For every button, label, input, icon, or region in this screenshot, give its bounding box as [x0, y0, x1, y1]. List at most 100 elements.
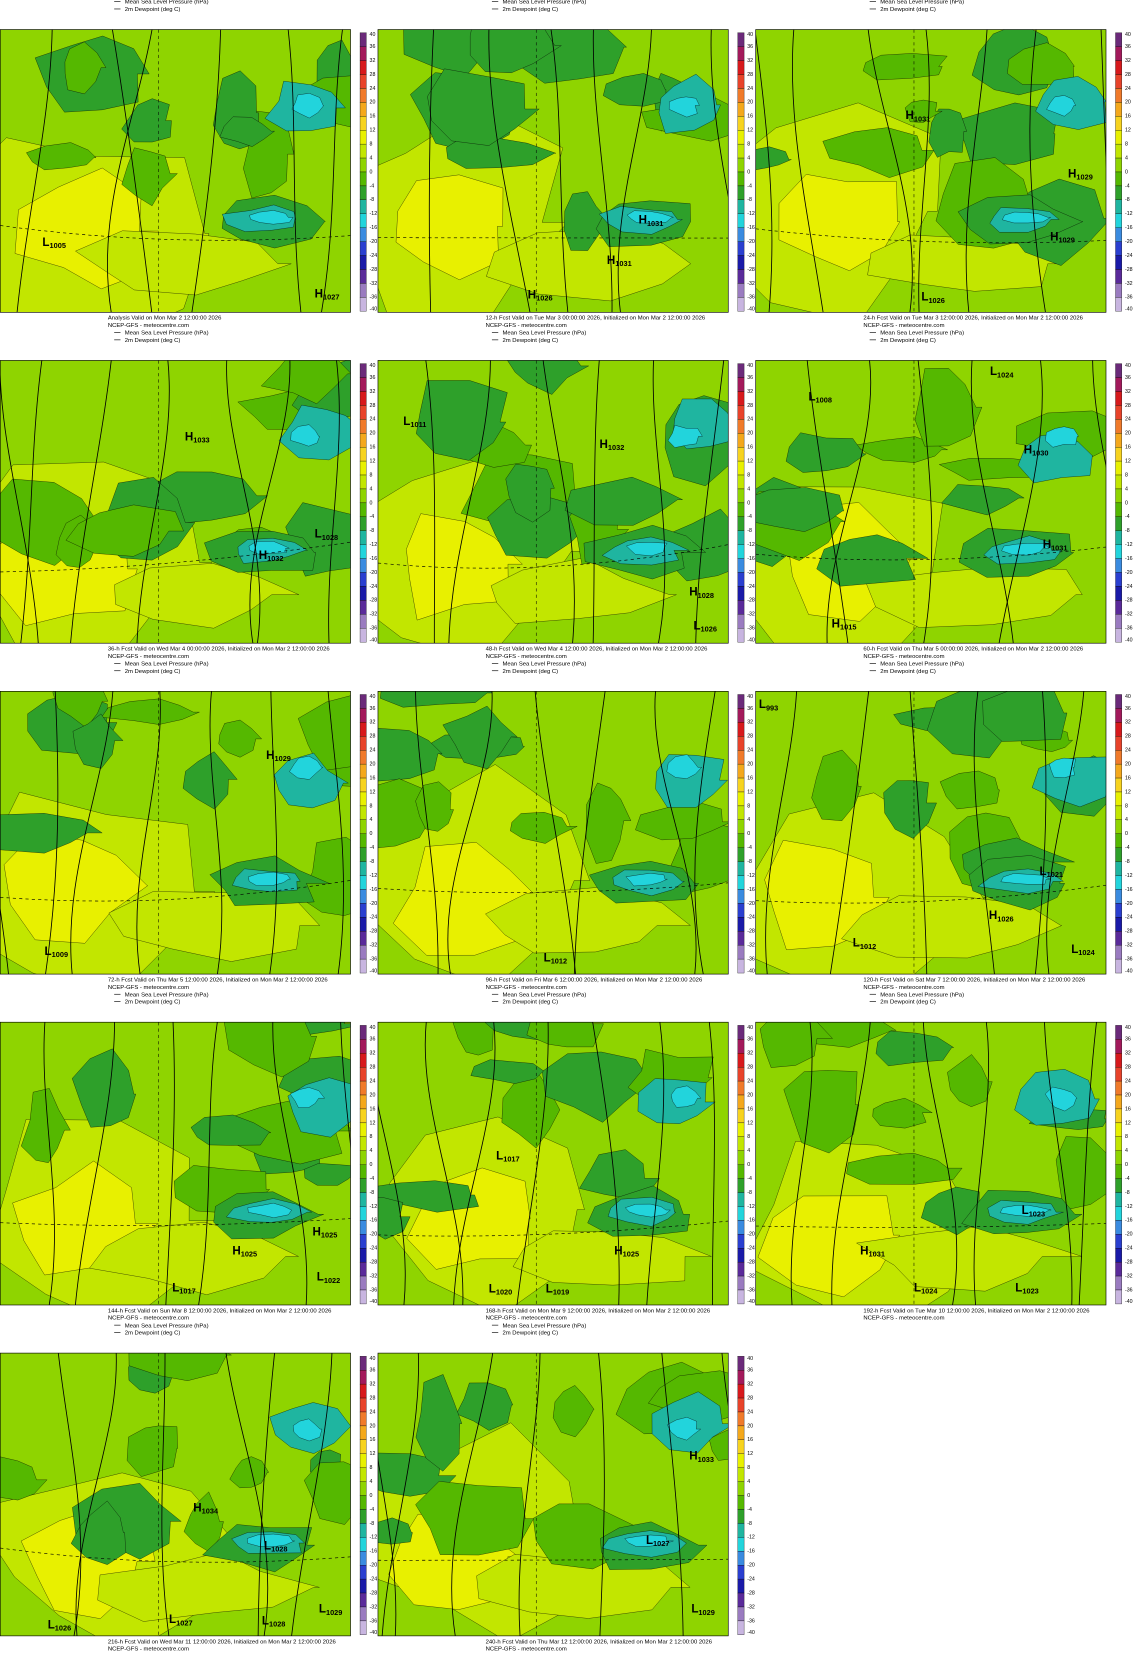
colorbar-tick-label: 36: [370, 1368, 376, 1374]
isobar: [377, 1103, 406, 1305]
colorbar-tick-label: 16: [370, 445, 376, 451]
dewpoint-area: [64, 41, 107, 95]
colorbar-tick-label: -4: [747, 183, 752, 189]
forecast-panel: Mean Sea Level Pressure (hPa) 2m Dewpoint…: [377, 992, 755, 1322]
trough-line: [755, 1223, 1107, 1228]
colorbar-segment: [737, 213, 745, 228]
colorbar-segment: [1115, 833, 1122, 848]
trough-line: [377, 1220, 729, 1237]
isobar: [424, 1022, 464, 1305]
dewpoint-area: [941, 484, 1025, 516]
isobar: [534, 691, 576, 975]
isobar: [70, 691, 114, 975]
center-type: H: [185, 431, 193, 444]
colorbar-tick-label: 8: [747, 142, 750, 148]
colorbar-tick-label: -12: [370, 211, 378, 217]
source: NCEP-GFS - meteocentre.com: [863, 323, 944, 329]
colorbar-segment: [359, 694, 367, 709]
legend-label: 2m Dewpoint (deg C): [502, 7, 558, 13]
isobar: [45, 691, 59, 975]
colorbar-segment: [359, 586, 367, 601]
colorbar-tick-label: 16: [1125, 775, 1131, 781]
colorbar-segment: [359, 791, 367, 807]
dewpoint-area: [126, 1425, 178, 1477]
isobar: [191, 29, 222, 313]
colorbar-segment: [359, 1178, 367, 1193]
pressure-center: L1019: [546, 1282, 570, 1296]
colorbar-segment: [359, 1261, 367, 1277]
colorbar-tick-label: -32: [747, 1604, 755, 1610]
dewpoint-area: [778, 174, 900, 271]
colorbar-tick-label: 16: [747, 775, 753, 781]
pressure-center: L1011: [403, 415, 426, 429]
dewpoint-area: [667, 1417, 701, 1441]
colorbar-tick-label: -32: [1125, 281, 1133, 287]
map: [377, 691, 729, 975]
colorbar-tick-label: 12: [370, 1451, 376, 1457]
colorbar-segment: [737, 102, 745, 117]
colorbar-tick-label: 4: [370, 1479, 373, 1485]
dewpoint-area: [914, 368, 983, 447]
colorbar-tick-label: -4: [747, 514, 752, 520]
colorbar-tick-label: -16: [370, 887, 378, 893]
colorbar-tick-label: 0: [370, 831, 373, 837]
colorbar-segment: [359, 1275, 367, 1291]
dewpoint-area: [292, 1418, 323, 1442]
legend-label: Mean Sea Level Pressure (hPa): [502, 992, 586, 998]
center-value: 1034: [202, 1506, 219, 1515]
colorbar-tick-label: -36: [1125, 295, 1133, 301]
center-type: H: [313, 1225, 321, 1238]
colorbar-segment: [1115, 586, 1122, 601]
colorbar-segment: [737, 1275, 745, 1291]
colorbar-segment: [737, 889, 745, 904]
isobar: [165, 1022, 175, 1305]
isobar: [909, 691, 928, 975]
pressure-center: L1012: [544, 951, 568, 965]
forecast-panel: Mean Sea Level Pressure (hPa) 2m Dewpoint…: [0, 992, 377, 1322]
colorbar-segment: [1115, 213, 1122, 228]
isobar: [209, 691, 223, 975]
dewpoint-area: [415, 1374, 463, 1472]
legend-label: 2m Dewpoint (deg C): [502, 1331, 558, 1337]
center-type: L: [1015, 1281, 1022, 1294]
isobar: [516, 1022, 549, 1305]
legend-label: 2m Dewpoint (deg C): [125, 338, 181, 344]
colorbar-segment: [359, 544, 367, 559]
map-frame: [0, 691, 351, 975]
colorbar-segment: [1115, 628, 1122, 643]
colorbar-tick-label: 16: [1125, 1106, 1131, 1112]
colorbar-tick-label: 32: [370, 58, 376, 64]
isobar: [70, 360, 112, 644]
colorbar-tick-label: -8: [747, 528, 752, 534]
colorbar-tick-label: -8: [1125, 1190, 1130, 1196]
map: [377, 1353, 729, 1636]
colorbar-tick-label: -4: [747, 1507, 752, 1513]
colorbar-segment: [359, 1094, 367, 1110]
dewpoint-area: [446, 136, 557, 169]
colorbar-tick-label: -32: [370, 281, 378, 287]
colorbar-segment: [1115, 1178, 1122, 1193]
center-value: 1031: [1051, 543, 1067, 552]
pressure-center: L1026: [693, 619, 717, 633]
dewpoint-area: [380, 691, 493, 708]
legend-label: Mean Sea Level Pressure (hPa): [502, 661, 586, 667]
colorbar-tick-label: -16: [747, 887, 755, 893]
dewpoint-area: [755, 487, 844, 532]
colorbar-segment: [737, 1565, 745, 1580]
isobar: [922, 1022, 958, 1305]
center-value: 1028: [269, 1619, 285, 1628]
colorbar-tick-label: 36: [370, 706, 376, 712]
isobar: [269, 691, 278, 975]
center-type: H: [193, 1501, 201, 1514]
colorbar-segment: [359, 530, 367, 545]
colorbar-tick-label: 16: [1125, 445, 1131, 451]
center-value: 1028: [322, 533, 338, 542]
colorbar-segment: [737, 1080, 745, 1096]
colorbar-segment: [1115, 791, 1122, 807]
legend-label: Mean Sea Level Pressure (hPa): [880, 992, 964, 998]
map-frame: [0, 1021, 351, 1306]
center-type: L: [169, 1613, 176, 1626]
dewpoint-area: [224, 1022, 317, 1078]
colorbar-tick-label: 24: [747, 1078, 753, 1084]
dewpoint-area: [476, 1554, 691, 1619]
